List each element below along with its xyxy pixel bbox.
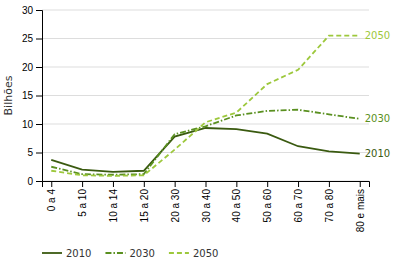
series-line — [51, 36, 359, 176]
x-tick: 10 a 14 — [108, 181, 119, 222]
y-axis-line — [36, 11, 43, 182]
x-tick-mark — [329, 181, 330, 187]
x-tick-mark — [82, 181, 83, 187]
y-tick-label: 0 — [27, 176, 33, 187]
y-tick: 30 — [22, 5, 42, 16]
y-tick-label: 30 — [22, 5, 34, 16]
legend-label: 2030 — [129, 248, 154, 259]
y-tick: 25 — [22, 33, 42, 44]
x-axis: 0 a 4 5 a 10 10 a 14 15 a 20 20 a 30 30 a 40 4… — [43, 181, 370, 232]
y-tick-label: 10 — [22, 119, 34, 130]
x-tick-mark — [113, 181, 114, 187]
end-label: 2030 — [365, 113, 390, 124]
x-tick: 15 a 20 — [139, 181, 150, 222]
y-tick-mark — [36, 39, 42, 40]
series-line — [51, 110, 359, 175]
grid-line — [42, 152, 369, 153]
series-line — [51, 128, 359, 172]
x-tick: 5 a 10 — [77, 181, 88, 217]
x-tick-label: 80 e mais — [355, 189, 366, 232]
x-tick-mark — [236, 181, 237, 187]
x-tick: 20 a 30 — [170, 181, 181, 222]
x-tick: 80 e mais — [355, 181, 366, 232]
x-tick-label: 40 a 50 — [231, 189, 242, 223]
legend-label: 2050 — [193, 248, 218, 259]
legend-swatch — [169, 252, 189, 254]
x-tick-label: 0 a 4 — [46, 189, 57, 212]
x-tick-mark — [175, 181, 176, 187]
grid — [42, 10, 369, 181]
x-tick: 60 a 70 — [293, 181, 304, 222]
legend-item: 2050 — [169, 248, 218, 259]
y-tick-mark — [36, 96, 42, 97]
x-tick-mark — [298, 181, 299, 187]
y-tick-label: 25 — [22, 33, 34, 44]
grid-line — [42, 95, 369, 96]
x-tick-mark — [267, 181, 268, 187]
x-axis-line — [43, 182, 370, 188]
grid-line — [42, 124, 369, 125]
legend: 2010 2030 2050 — [42, 248, 218, 259]
x-tick-label: 50 a 60 — [262, 189, 273, 223]
y-axis: 0 5 10 15 20 25 30 — [22, 5, 43, 187]
end-labels: 2010 2030 2050 — [365, 30, 390, 159]
y-tick-mark — [36, 153, 42, 154]
x-tick: 0 a 4 — [46, 181, 57, 211]
lines — [51, 36, 359, 176]
x-tick-label: 60 a 70 — [293, 189, 304, 223]
x-tick-label: 70 a 80 — [324, 189, 335, 223]
y-tick-mark — [36, 181, 42, 182]
x-tick: 70 a 80 — [324, 181, 335, 222]
plot: 0 5 10 15 20 25 30 0 a 4 5 a 10 10 a 14 15 a 20 20 … — [22, 5, 390, 233]
y-tick-mark — [36, 67, 42, 68]
y-tick: 5 — [27, 147, 42, 158]
legend-label: 2010 — [66, 248, 91, 259]
end-label: 2050 — [365, 30, 390, 41]
y-tick-label: 5 — [27, 147, 33, 158]
x-tick-label: 20 a 30 — [170, 189, 181, 223]
grid-line — [42, 10, 369, 11]
y-axis-title: Bilhões — [2, 75, 15, 115]
legend-item: 2010 — [42, 248, 91, 259]
x-tick: 50 a 60 — [262, 181, 273, 222]
y-tick: 20 — [22, 62, 42, 73]
y-tick-mark — [36, 10, 42, 11]
x-tick: 30 a 40 — [201, 181, 212, 222]
y-tick: 15 — [22, 90, 42, 101]
x-tick-label: 10 a 14 — [108, 189, 119, 223]
legend-item: 2030 — [105, 248, 154, 259]
x-tick-mark — [206, 181, 207, 187]
x-tick-mark — [144, 181, 145, 187]
grid-line — [42, 38, 369, 39]
x-tick-mark — [51, 181, 52, 187]
y-tick-label: 15 — [22, 90, 34, 101]
y-tick-label: 20 — [22, 62, 34, 73]
x-tick-label: 15 a 20 — [139, 189, 150, 223]
legend-swatch — [105, 252, 125, 254]
y-tick: 0 — [27, 176, 42, 187]
x-tick-label: 30 a 40 — [201, 189, 212, 223]
grid-line — [42, 67, 369, 68]
y-tick: 10 — [22, 119, 42, 130]
x-tick: 40 a 50 — [231, 181, 242, 222]
x-tick-label: 5 a 10 — [77, 189, 88, 217]
end-label: 2010 — [365, 148, 390, 159]
y-tick-mark — [36, 124, 42, 125]
chart: 0 5 10 15 20 25 30 0 a 4 5 a 10 10 a 14 15 a 20 20 … — [0, 0, 405, 263]
legend-swatch — [42, 252, 62, 254]
x-tick-mark — [360, 181, 361, 187]
